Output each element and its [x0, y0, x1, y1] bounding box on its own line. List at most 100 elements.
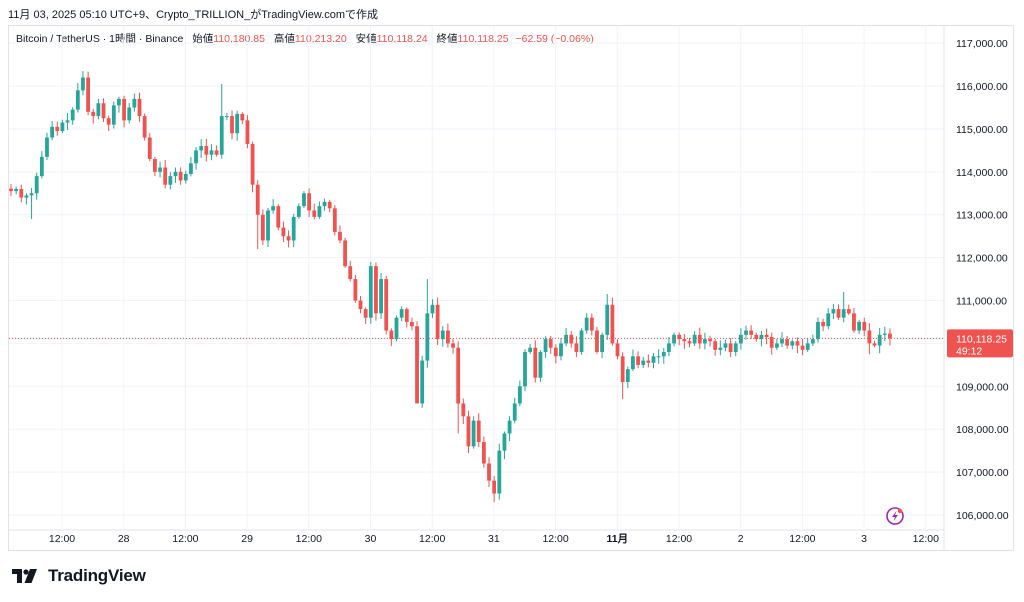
candle-body — [564, 334, 569, 344]
candle — [224, 113, 229, 121]
candle-body — [841, 309, 846, 318]
candle-body — [286, 236, 291, 241]
candle — [137, 92, 142, 122]
candle — [605, 294, 610, 340]
candle — [852, 307, 856, 333]
candle — [374, 262, 378, 321]
candle-body — [214, 150, 219, 155]
candle — [713, 338, 718, 356]
candle-body — [708, 339, 712, 342]
symbol-name[interactable]: Bitcoin / TetherUS · 1時間 · Binance — [16, 33, 184, 45]
candle-body — [466, 416, 471, 447]
candle-body — [250, 143, 255, 185]
candle-body — [338, 231, 342, 241]
candle — [302, 191, 306, 208]
candle — [245, 115, 250, 149]
candle — [867, 323, 872, 355]
candle-body — [620, 356, 625, 383]
candle-body — [656, 356, 661, 358]
candle — [235, 110, 240, 141]
candle-body — [610, 304, 615, 344]
candle-body — [173, 171, 178, 177]
candle-body — [163, 167, 168, 185]
candle — [348, 260, 353, 282]
candle-body — [86, 77, 90, 112]
candle — [296, 203, 301, 219]
candle — [230, 110, 234, 140]
price-axis: 117,000.00 116,000.00 115,000.00 114,000.00… — [956, 38, 1009, 522]
candle-body — [302, 193, 306, 207]
price-tick-label: 107,000.00 — [956, 467, 1009, 479]
candle — [728, 338, 733, 358]
candle-body — [528, 347, 533, 352]
candle-body — [816, 321, 820, 340]
candle — [492, 475, 497, 503]
candle-body — [39, 156, 44, 177]
candle-body — [101, 103, 106, 119]
candle-body — [425, 313, 430, 361]
candle — [127, 102, 132, 124]
candle — [882, 326, 887, 342]
candle-body — [137, 98, 142, 117]
time-tick-label: 12:00 — [542, 533, 568, 545]
candle — [142, 113, 147, 141]
candle — [106, 115, 111, 132]
candle — [50, 121, 55, 141]
price-tick-label: 106,000.00 — [956, 510, 1009, 522]
candle — [780, 332, 784, 348]
candle-body — [862, 321, 867, 331]
candle — [219, 83, 224, 159]
candle — [307, 188, 312, 218]
candle — [117, 96, 121, 113]
candle — [476, 413, 481, 448]
candle — [512, 397, 517, 424]
candle — [271, 199, 276, 214]
candle-body — [631, 356, 635, 370]
time-tick-label: 2 — [738, 533, 744, 545]
time-tick-label: 30 — [365, 533, 377, 545]
candle — [559, 338, 563, 361]
candle-body — [805, 343, 810, 350]
candle-body — [672, 334, 676, 344]
candle-body — [312, 210, 317, 217]
candle-body — [291, 216, 296, 241]
candle — [821, 318, 826, 332]
candle — [641, 356, 646, 368]
candle — [826, 308, 831, 330]
candle-body — [615, 343, 620, 357]
time-tick-label: 11月 — [606, 533, 628, 545]
candle-body — [579, 330, 584, 352]
candle — [857, 319, 861, 335]
candle — [240, 112, 245, 125]
candle — [841, 291, 846, 323]
candle-body — [420, 360, 425, 404]
candle-body — [605, 304, 610, 335]
candle-body — [723, 343, 728, 348]
candle — [564, 328, 569, 347]
candle-body — [307, 193, 312, 211]
candles — [9, 71, 892, 503]
candle — [661, 347, 666, 364]
candle — [517, 380, 522, 407]
time-tick-label: 29 — [241, 533, 253, 545]
candle-body — [877, 334, 882, 346]
candle — [29, 188, 34, 220]
candle-body — [487, 463, 491, 481]
candle — [194, 147, 198, 170]
tradingview-logo[interactable]: TradingView — [12, 566, 146, 586]
flash-icon[interactable] — [886, 507, 904, 525]
candle-body — [96, 103, 101, 117]
candle-body — [147, 137, 152, 159]
candle-body — [358, 300, 363, 310]
candle-body — [476, 420, 481, 443]
candle-body — [584, 317, 589, 331]
candle — [132, 93, 137, 112]
candle — [846, 304, 851, 316]
candle — [39, 151, 44, 179]
candle — [55, 121, 60, 136]
candle-body — [625, 369, 630, 383]
price-tag-countdown: 49:12 — [956, 345, 982, 357]
candle-body — [826, 313, 831, 327]
